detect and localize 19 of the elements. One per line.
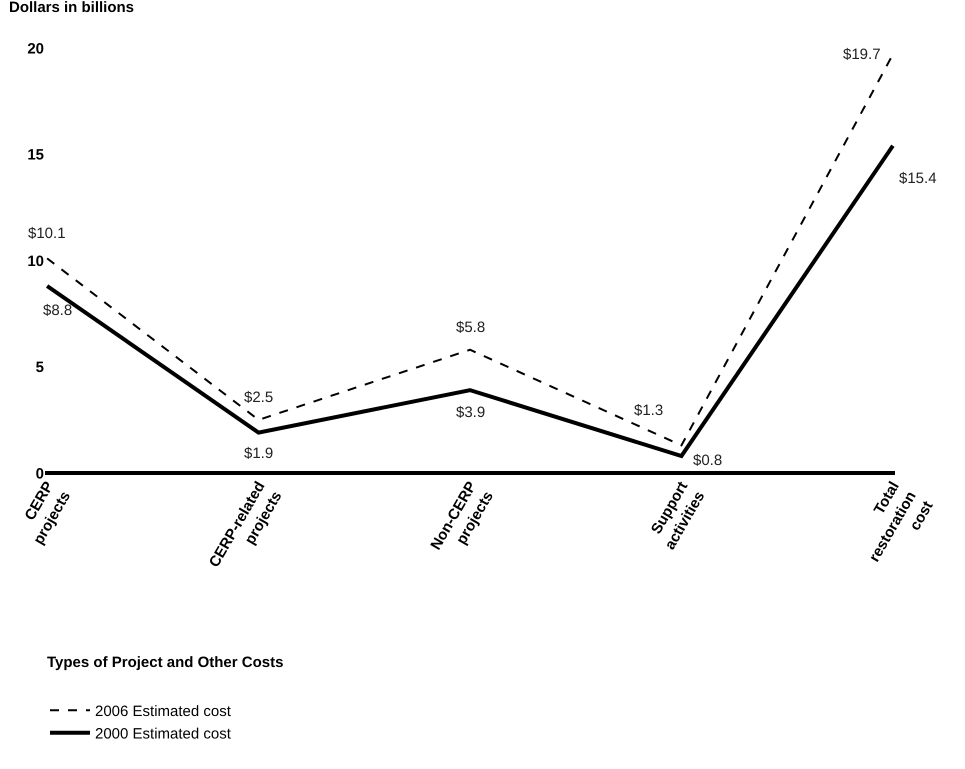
- data-label: $8.8: [43, 302, 72, 319]
- y-axis-title: Dollars in billions: [9, 0, 134, 16]
- y-tick-label: 5: [36, 359, 44, 376]
- data-label: $1.3: [634, 402, 664, 419]
- data-label: $10.1: [28, 225, 66, 242]
- legend-label: 2006 Estimated cost: [95, 703, 232, 720]
- y-tick-label: 10: [27, 252, 44, 270]
- y-tick-label: 0: [36, 465, 44, 482]
- y-tick-label: 20: [27, 40, 44, 58]
- data-label: $5.8: [456, 319, 486, 336]
- y-tick-label: 15: [27, 146, 44, 164]
- text: Types of Project and Other Costs: [47, 654, 284, 671]
- data-label: $3.9: [456, 404, 486, 421]
- legend-label: 2000 Estimated cost: [95, 726, 232, 743]
- data-label: $15.4: [899, 170, 937, 187]
- data-label: $2.5: [244, 389, 274, 406]
- data-label: $19.7: [843, 46, 881, 63]
- data-label: $0.8: [693, 452, 722, 469]
- data-label: $1.9: [244, 445, 274, 462]
